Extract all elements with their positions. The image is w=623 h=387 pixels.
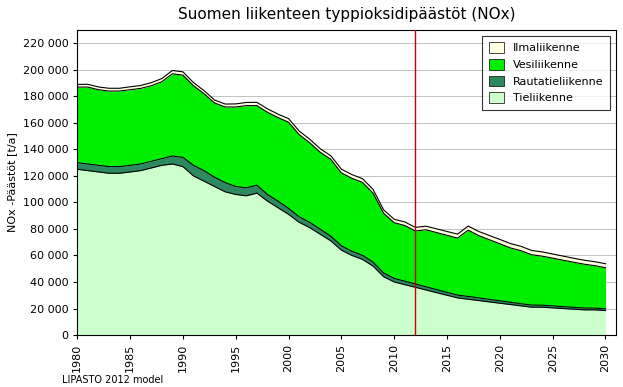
Legend: Ilmaliikenne, Vesiliikenne, Rautatieliikenne, Tieliikenne: Ilmaliikenne, Vesiliikenne, Rautatieliik… — [482, 36, 611, 110]
Title: Suomen liikenteen typpioksidipäästöt (NOx): Suomen liikenteen typpioksidipäästöt (NO… — [178, 7, 515, 22]
Y-axis label: NOx -Päästöt [t/a]: NOx -Päästöt [t/a] — [7, 133, 17, 233]
Text: LIPASTO 2012 model: LIPASTO 2012 model — [62, 375, 164, 385]
